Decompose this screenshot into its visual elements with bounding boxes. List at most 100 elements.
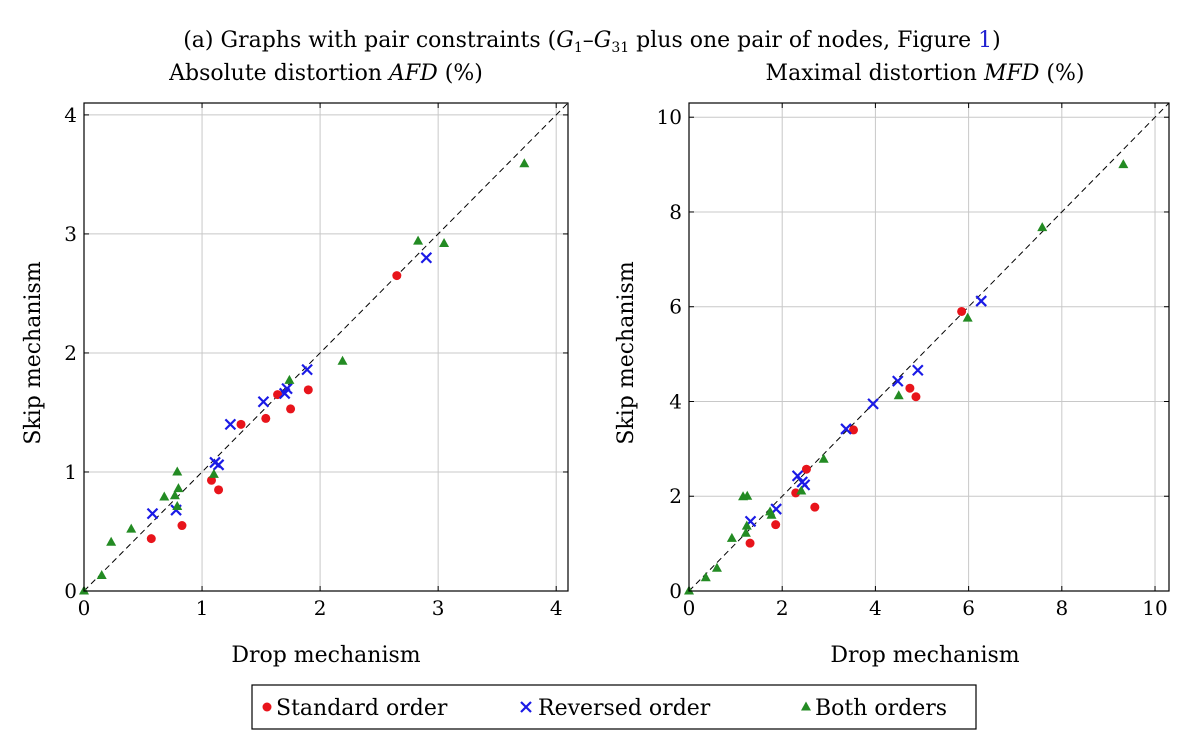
legend-item-both-orders: Both orders <box>801 696 947 721</box>
chart-mfd-y-axis-label: Skip mechanism <box>614 261 639 444</box>
point-reversed-order <box>867 398 879 410</box>
point-standard-order <box>911 392 921 402</box>
legend-label-standard-order: Standard order <box>276 696 448 721</box>
point-both-orders <box>172 500 183 510</box>
chart-afd: Absolute distortion AFD (%) 00 1 1 2 2 3 3 4 4 D… <box>21 61 569 668</box>
point-both-orders <box>741 520 752 530</box>
point-standard-order <box>146 534 156 544</box>
point-both-orders <box>742 490 753 500</box>
x-tick-label: 2 <box>776 596 789 620</box>
point-both-orders <box>208 468 219 478</box>
x-tick-label: 0 <box>78 596 91 620</box>
point-both-orders <box>284 374 295 384</box>
y-tick-label: 6 <box>669 295 682 319</box>
point-reversed-order <box>891 375 904 387</box>
legend-marker-cross <box>520 701 532 713</box>
point-standard-order <box>177 521 187 531</box>
y-tick-label: 4 <box>669 389 682 413</box>
chart-afd-ticks: 00 1 1 2 2 3 3 4 4 <box>64 103 568 620</box>
y-tick-label: 0 <box>669 579 682 603</box>
x-tick-label: 4 <box>550 596 563 620</box>
x-tick-label: 3 <box>432 596 445 620</box>
point-both-orders <box>726 532 737 542</box>
point-reversed-order <box>301 363 313 376</box>
point-reversed-order <box>420 251 433 264</box>
point-standard-order <box>905 383 915 393</box>
legend-box <box>251 684 977 730</box>
point-both-orders <box>172 466 183 476</box>
x-tick-label: 2 <box>314 596 327 620</box>
point-both-orders <box>700 572 711 582</box>
point-standard-order <box>214 485 224 495</box>
point-reversed-order <box>840 423 852 435</box>
point-reversed-order <box>224 418 237 431</box>
chart-mfd: Maximal distortion MFD (%) 00 2 2 4 4 6 6 8 8 10 1… <box>614 61 1170 668</box>
point-standard-order <box>849 425 859 435</box>
point-both-orders <box>337 355 348 365</box>
legend: Standard order Reversed order Both order… <box>251 684 977 730</box>
chart-mfd-identity-line <box>688 102 1170 592</box>
point-standard-order <box>303 385 313 395</box>
x-tick-label: 10 <box>1142 596 1167 620</box>
y-tick-label: 8 <box>669 200 682 224</box>
legend-marker-triangle <box>801 701 811 711</box>
figure-reference-link[interactable]: 1 <box>978 28 992 53</box>
point-standard-order <box>791 488 801 498</box>
point-both-orders <box>126 523 137 533</box>
chart-afd-points <box>79 158 530 595</box>
point-standard-order <box>771 520 781 530</box>
point-standard-order <box>810 502 820 512</box>
figure-caption: (a) Graphs with pair constraints (G1–G31… <box>183 28 1001 56</box>
point-reversed-order <box>212 459 225 471</box>
chart-mfd-frame <box>688 102 1170 592</box>
point-both-orders <box>818 453 829 463</box>
legend-item-reversed-order: Reversed order <box>520 696 711 721</box>
point-both-orders <box>169 490 180 500</box>
point-reversed-order <box>912 364 924 376</box>
point-reversed-order <box>975 295 987 307</box>
chart-mfd-ticks: 00 2 2 4 4 6 6 8 8 10 10 <box>657 103 1169 620</box>
chart-mfd-grid <box>689 103 1169 591</box>
point-standard-order <box>392 271 402 281</box>
chart-mfd-x-axis-label: Drop mechanism <box>830 643 1019 668</box>
point-reversed-order <box>146 507 159 520</box>
point-both-orders <box>893 390 904 400</box>
x-tick-label: 4 <box>869 596 882 620</box>
legend-marker-circle <box>262 702 272 712</box>
chart-afd-x-axis-label: Drop mechanism <box>231 643 420 668</box>
y-tick-label: 4 <box>64 103 77 127</box>
y-tick-label: 3 <box>64 222 77 246</box>
point-standard-order <box>261 413 271 423</box>
point-both-orders <box>796 485 807 495</box>
point-reversed-order <box>281 382 293 395</box>
point-both-orders <box>962 312 973 322</box>
x-tick-label: 6 <box>962 596 975 620</box>
chart-afd-identity-line <box>83 102 569 592</box>
y-tick-label: 2 <box>669 484 682 508</box>
point-standard-order <box>957 306 967 316</box>
point-both-orders <box>159 491 170 501</box>
point-both-orders <box>1037 222 1048 232</box>
point-both-orders <box>439 237 450 247</box>
chart-afd-title: Absolute distortion AFD (%) <box>168 61 483 86</box>
x-tick-label: 0 <box>683 596 696 620</box>
point-both-orders <box>519 158 530 168</box>
point-standard-order <box>801 464 811 474</box>
y-tick-label: 0 <box>64 579 77 603</box>
point-standard-order <box>206 475 216 485</box>
legend-label-both-orders: Both orders <box>815 696 947 721</box>
point-standard-order <box>745 538 755 548</box>
chart-afd-grid <box>84 103 568 591</box>
y-tick-label: 10 <box>657 105 682 129</box>
y-tick-label: 1 <box>64 460 77 484</box>
point-standard-order <box>286 404 296 414</box>
legend-item-standard-order: Standard order <box>262 696 448 721</box>
point-both-orders <box>740 527 751 537</box>
chart-mfd-title: Maximal distortion MFD (%) <box>766 61 1085 86</box>
point-both-orders <box>96 570 107 580</box>
point-both-orders <box>711 562 722 572</box>
point-both-orders <box>413 235 424 245</box>
y-tick-label: 2 <box>64 341 77 365</box>
point-both-orders <box>766 509 777 519</box>
